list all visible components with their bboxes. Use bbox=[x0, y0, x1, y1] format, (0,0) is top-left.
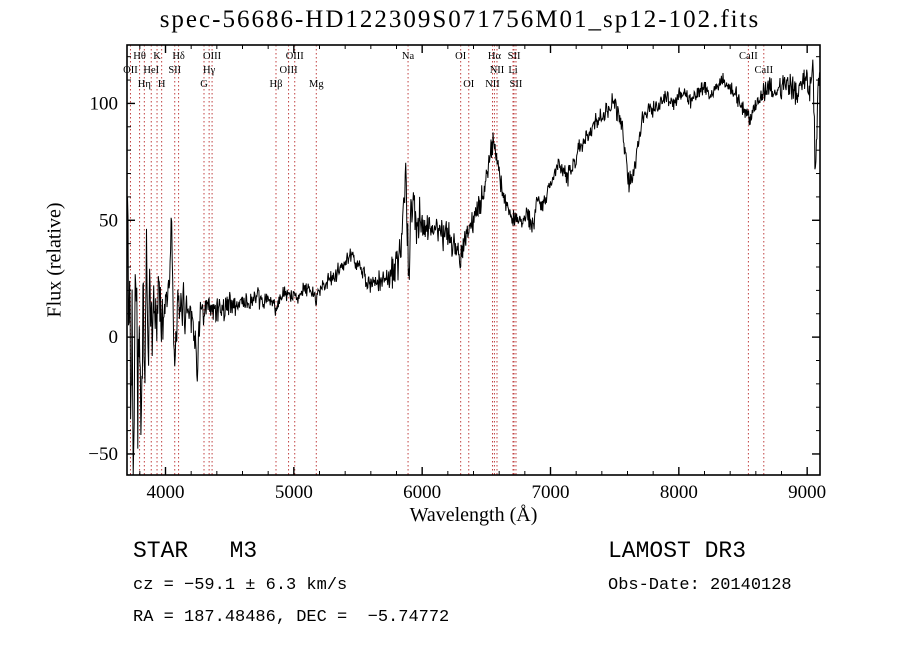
spectral-line-label: Hδ bbox=[172, 51, 185, 62]
spectral-line-label: NII bbox=[490, 65, 505, 76]
spectral-line-label: SII bbox=[508, 51, 521, 62]
spectral-line-label: G bbox=[200, 79, 208, 90]
spectral-line-label: SII bbox=[168, 65, 181, 76]
spectral-line-label: CaII bbox=[739, 51, 758, 62]
x-tick-label: 6000 bbox=[403, 482, 441, 503]
spectral-line-label: SII bbox=[510, 79, 523, 90]
plot-title: spec-56686-HD122309S071756M01_sp12-102.f… bbox=[159, 6, 761, 33]
x-tick-label: 8000 bbox=[660, 482, 698, 503]
spectral-line-label: Hβ bbox=[270, 79, 283, 90]
spectral-line-label: NII bbox=[485, 79, 500, 90]
spectral-line-label: OIII bbox=[286, 51, 305, 62]
spectral-line-label: OII bbox=[123, 65, 138, 76]
x-tick-label: 7000 bbox=[532, 482, 570, 503]
y-tick-label: 50 bbox=[99, 210, 118, 231]
ra-dec-label: RA = 187.48486, DEC = −5.74772 bbox=[133, 608, 450, 627]
obs-date-label: Obs-Date: 20140128 bbox=[608, 576, 792, 595]
x-tick-label: 5000 bbox=[275, 482, 313, 503]
spectral-line-label: Hγ bbox=[203, 65, 216, 76]
spectral-line-label: HeI bbox=[143, 65, 159, 76]
spectral-line-label: K bbox=[153, 51, 161, 62]
spectral-line-label: Hη bbox=[138, 79, 151, 90]
survey-release-label: LAMOST DR3 bbox=[608, 538, 747, 564]
plot-frame bbox=[126, 44, 821, 476]
spectral-line-label: OI bbox=[463, 79, 475, 90]
spectral-line-label: OI bbox=[455, 51, 467, 62]
radial-velocity-label: cz = −59.1 ± 6.3 km/s bbox=[133, 576, 348, 595]
spectral-line-label: CaII bbox=[754, 65, 773, 76]
y-tick-label: 0 bbox=[109, 327, 119, 348]
y-tick-label: −50 bbox=[88, 444, 118, 465]
x-axis-label: Wavelength (Å) bbox=[409, 504, 538, 526]
x-tick-label: 4000 bbox=[147, 482, 185, 503]
spectral-line-label: Na bbox=[402, 51, 415, 62]
spectral-line-label: Hθ bbox=[133, 51, 146, 62]
spectrum-trace bbox=[126, 59, 821, 476]
spectral-line-label: Mg bbox=[309, 79, 324, 90]
x-tick-label: 9000 bbox=[788, 482, 826, 503]
y-tick-label: 100 bbox=[90, 93, 119, 114]
spectral-line-label: Hα bbox=[488, 51, 502, 62]
object-class-label: STAR M3 bbox=[133, 538, 258, 564]
spectral-line-label: OIII bbox=[280, 65, 299, 76]
spectral-line-label: H bbox=[158, 79, 166, 90]
spectral-line-label: OIII bbox=[203, 51, 222, 62]
spectral-line-label: Li bbox=[508, 65, 517, 76]
